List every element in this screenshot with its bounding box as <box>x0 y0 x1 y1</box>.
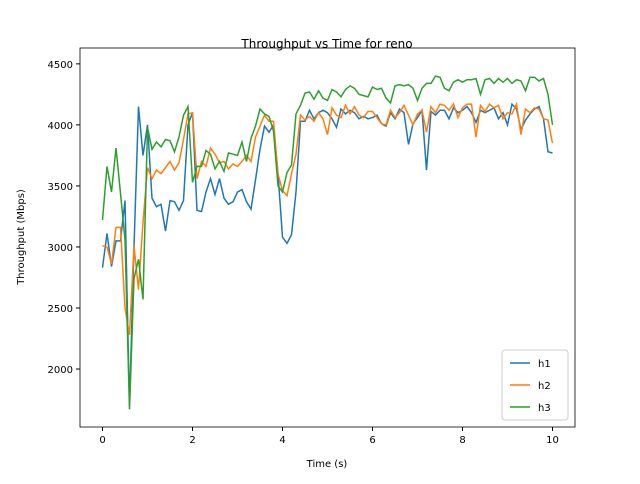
plot-frame <box>79 47 576 428</box>
legend-label: h3 <box>538 403 551 414</box>
x-tick-label: 10 <box>546 435 559 446</box>
y-tick-label: 4000 <box>48 121 73 132</box>
x-tick-label: 6 <box>369 435 375 446</box>
chart-title: Throughput vs Time for reno <box>240 37 412 51</box>
y-tick-label: 2500 <box>48 304 73 315</box>
x-tick-label: 2 <box>189 435 195 446</box>
x-tick-label: 0 <box>99 435 105 446</box>
legend <box>501 349 569 421</box>
y-tick-label: 4500 <box>48 60 73 71</box>
series-line <box>102 101 554 335</box>
series-line <box>101 75 554 410</box>
x-tick-label: 4 <box>279 435 285 446</box>
y-tick-label: 2000 <box>48 365 73 376</box>
x-tick-label: 8 <box>459 435 465 446</box>
y-tick-label: 3000 <box>48 243 73 254</box>
legend-label: h1 <box>538 359 551 370</box>
x-axis-label: Time (s) <box>306 459 348 470</box>
legend-label: h2 <box>538 381 551 392</box>
y-tick-label: 3500 <box>48 182 73 193</box>
series-line <box>101 102 553 406</box>
y-axis-label: Throughput (Mbps) <box>16 189 27 286</box>
